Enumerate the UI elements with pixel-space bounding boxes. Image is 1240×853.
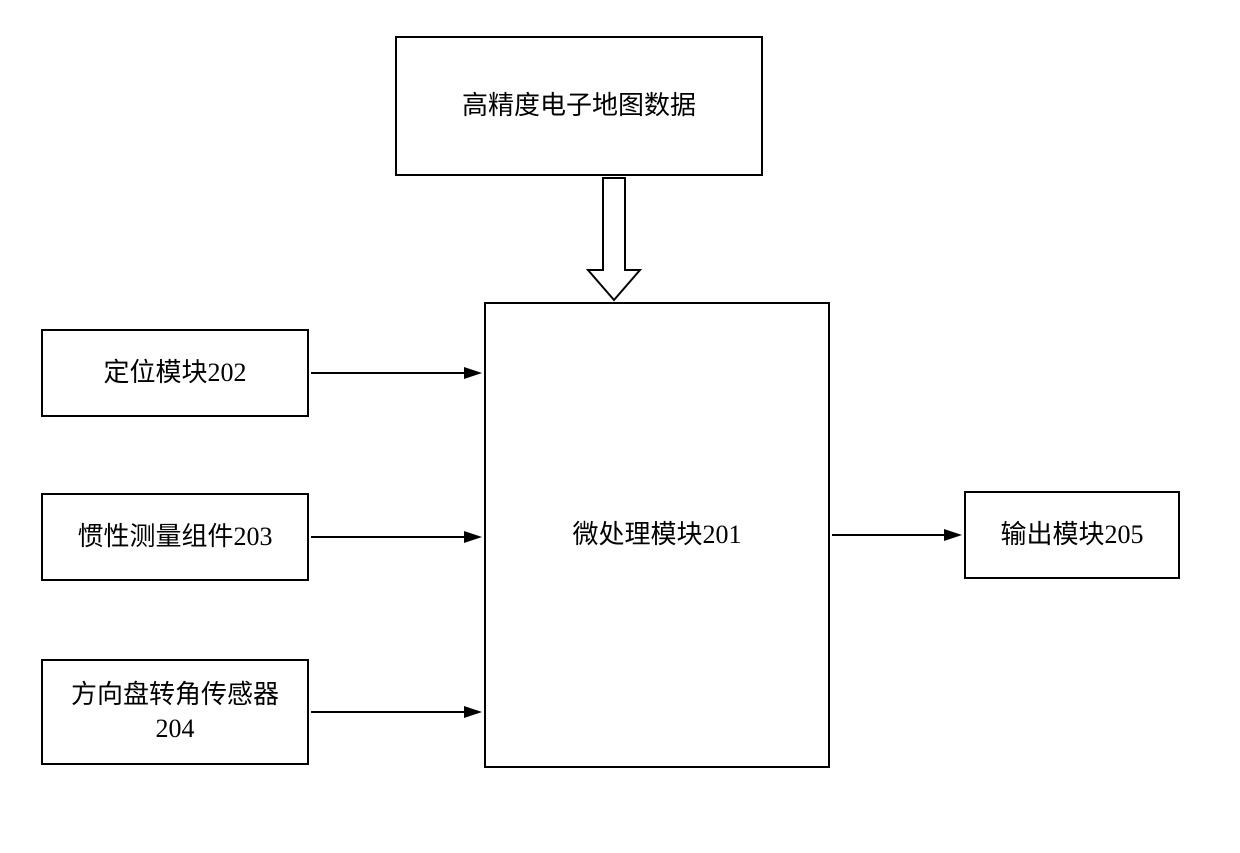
node-map-data: 高精度电子地图数据: [395, 36, 763, 176]
arrow-microprocessor-to-output: [832, 529, 962, 541]
node-microprocessor: 微处理模块201: [484, 302, 830, 768]
arrow-mapdata-to-microprocessor: [588, 178, 640, 300]
node-label: 微处理模块201: [572, 518, 741, 552]
node-label: 方向盘转角传感器 204: [71, 678, 279, 746]
node-positioning: 定位模块202: [41, 329, 309, 417]
arrow-imu-to-microprocessor: [311, 531, 482, 543]
arrow-steering-to-microprocessor: [311, 706, 482, 718]
node-label: 定位模块202: [103, 356, 246, 390]
arrow-positioning-to-microprocessor: [311, 367, 482, 379]
node-label: 惯性测量组件203: [77, 520, 272, 554]
node-label: 高精度电子地图数据: [462, 89, 696, 123]
node-output: 输出模块205: [964, 491, 1180, 579]
node-steering: 方向盘转角传感器 204: [41, 659, 309, 765]
node-label: 输出模块205: [1000, 518, 1143, 552]
node-imu: 惯性测量组件203: [41, 493, 309, 581]
